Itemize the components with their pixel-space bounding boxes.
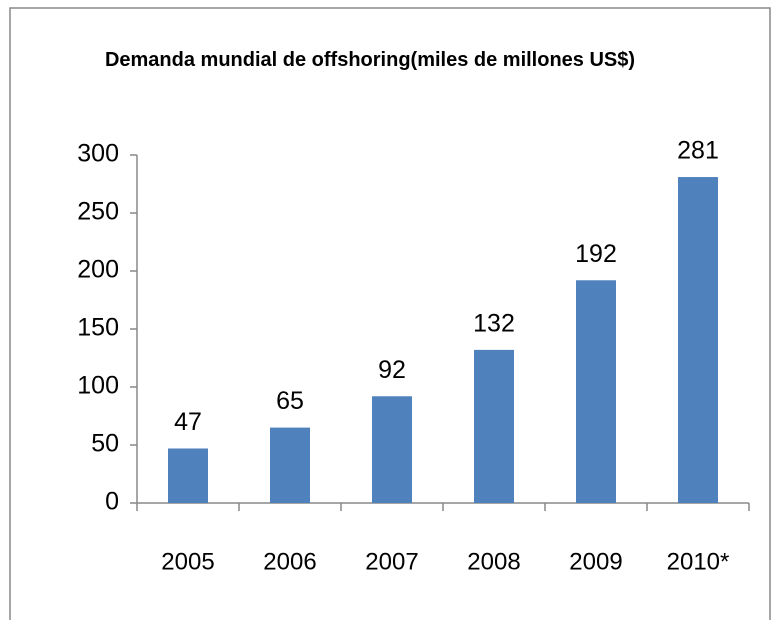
data-label: 47 bbox=[174, 408, 202, 436]
bar bbox=[474, 349, 514, 503]
y-tick-label: 250 bbox=[77, 198, 119, 226]
data-label: 65 bbox=[276, 387, 304, 415]
data-label: 132 bbox=[473, 309, 515, 337]
chart-title: Demanda mundial de offshoring(miles de m… bbox=[104, 49, 636, 71]
bar bbox=[678, 177, 718, 504]
y-tick-label: 300 bbox=[77, 140, 119, 168]
y-tick-label: 100 bbox=[77, 372, 119, 400]
x-tick-label: 2010* bbox=[667, 548, 730, 575]
bar bbox=[372, 396, 412, 503]
x-tick-label: 2009 bbox=[569, 548, 622, 575]
x-tick-label: 2006 bbox=[263, 548, 316, 575]
y-tick-label: 200 bbox=[77, 256, 119, 284]
y-tick-label: 150 bbox=[77, 314, 119, 342]
data-label: 92 bbox=[378, 356, 406, 384]
data-label: 281 bbox=[677, 137, 719, 165]
x-tick-label: 2008 bbox=[467, 548, 520, 575]
bar bbox=[576, 280, 616, 503]
y-tick-label: 50 bbox=[91, 430, 119, 458]
chart-border bbox=[9, 7, 771, 620]
y-tick-label: 0 bbox=[105, 488, 119, 516]
bar bbox=[168, 448, 208, 503]
bar bbox=[270, 427, 310, 503]
data-label: 192 bbox=[575, 240, 617, 268]
x-tick-label: 2005 bbox=[161, 548, 214, 575]
x-tick-label: 2007 bbox=[365, 548, 418, 575]
